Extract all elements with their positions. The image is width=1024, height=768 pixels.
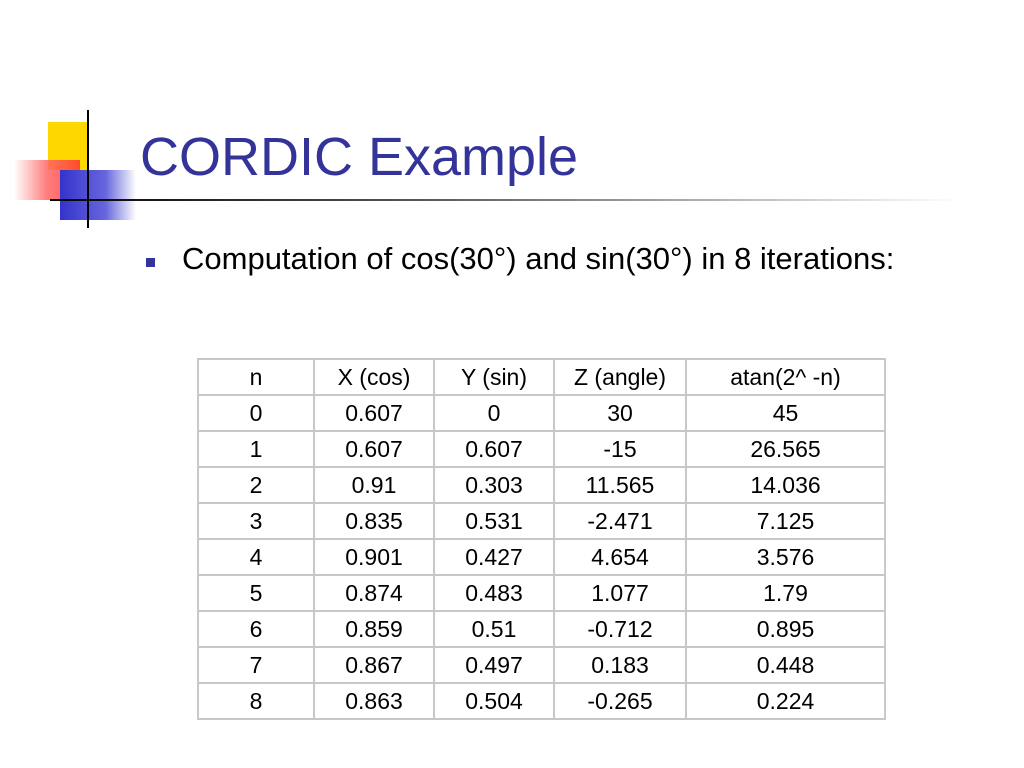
table-cell: 0.859 [313,610,435,648]
table-cell: -15 [553,430,687,468]
table-row: 3 0.835 0.531 -2.471 7.125 [197,502,886,540]
table-cell: 0.303 [433,466,555,504]
table-cell: 0.895 [685,610,886,648]
table-cell: 0.874 [313,574,435,612]
table-cell: 1.077 [553,574,687,612]
table-cell: 0.427 [433,538,555,576]
table-cell: 26.565 [685,430,886,468]
header-cell: n [197,358,315,396]
table-cell: 0.863 [313,682,435,720]
table-cell: 1 [197,430,315,468]
header-cell: Y (sin) [433,358,555,396]
table-cell: 0.448 [685,646,886,684]
table-cell: 7 [197,646,315,684]
table-cell: 11.565 [553,466,687,504]
table-cell: 0.901 [313,538,435,576]
deco-hline [50,199,960,201]
table-cell: 0.497 [433,646,555,684]
table-row: 2 0.91 0.303 11.565 14.036 [197,466,886,504]
table-cell: 0.531 [433,502,555,540]
table-cell: 7.125 [685,502,886,540]
table-cell: 3 [197,502,315,540]
bullet-marker [146,258,155,267]
table-cell: 45 [685,394,886,432]
table-row: 8 0.863 0.504 -0.265 0.224 [197,682,886,720]
table-cell: 30 [553,394,687,432]
table-cell: 0.607 [313,394,435,432]
header-cell: Z (angle) [553,358,687,396]
deco-blue [60,170,136,220]
table-cell: 6 [197,610,315,648]
table-row: 5 0.874 0.483 1.077 1.79 [197,574,886,612]
table-cell: 0.867 [313,646,435,684]
table-cell: -0.265 [553,682,687,720]
table-row: 4 0.901 0.427 4.654 3.576 [197,538,886,576]
table-row: 7 0.867 0.497 0.183 0.448 [197,646,886,684]
table-cell: 0 [433,394,555,432]
table-cell: 0.183 [553,646,687,684]
table-cell: -2.471 [553,502,687,540]
table-cell: 0 [197,394,315,432]
slide-title: CORDIC Example [140,127,579,187]
table-cell: 14.036 [685,466,886,504]
table-cell: 1.79 [685,574,886,612]
table-cell: 0.835 [313,502,435,540]
table-row: 6 0.859 0.51 -0.712 0.895 [197,610,886,648]
table-row: 1 0.607 0.607 -15 26.565 [197,430,886,468]
header-cell: atan(2^ -n) [685,358,886,396]
deco-vline [87,110,89,228]
table-cell: 0.483 [433,574,555,612]
table-cell: 3.576 [685,538,886,576]
table-cell: 0.607 [313,430,435,468]
table-row: 0 0.607 0 30 45 [197,394,886,432]
table-cell: 0.504 [433,682,555,720]
table-cell: 8 [197,682,315,720]
table-cell: 0.51 [433,610,555,648]
header-cell: X (cos) [313,358,435,396]
table-cell: 0.91 [313,466,435,504]
table-cell: 4.654 [553,538,687,576]
table-cell: -0.712 [553,610,687,648]
bullet-text: Computation of cos(30°) and sin(30°) in … [182,241,895,276]
table-cell: 0.607 [433,430,555,468]
table-cell: 0.224 [685,682,886,720]
table-cell: 4 [197,538,315,576]
table-cell: 5 [197,574,315,612]
table-cell: 2 [197,466,315,504]
